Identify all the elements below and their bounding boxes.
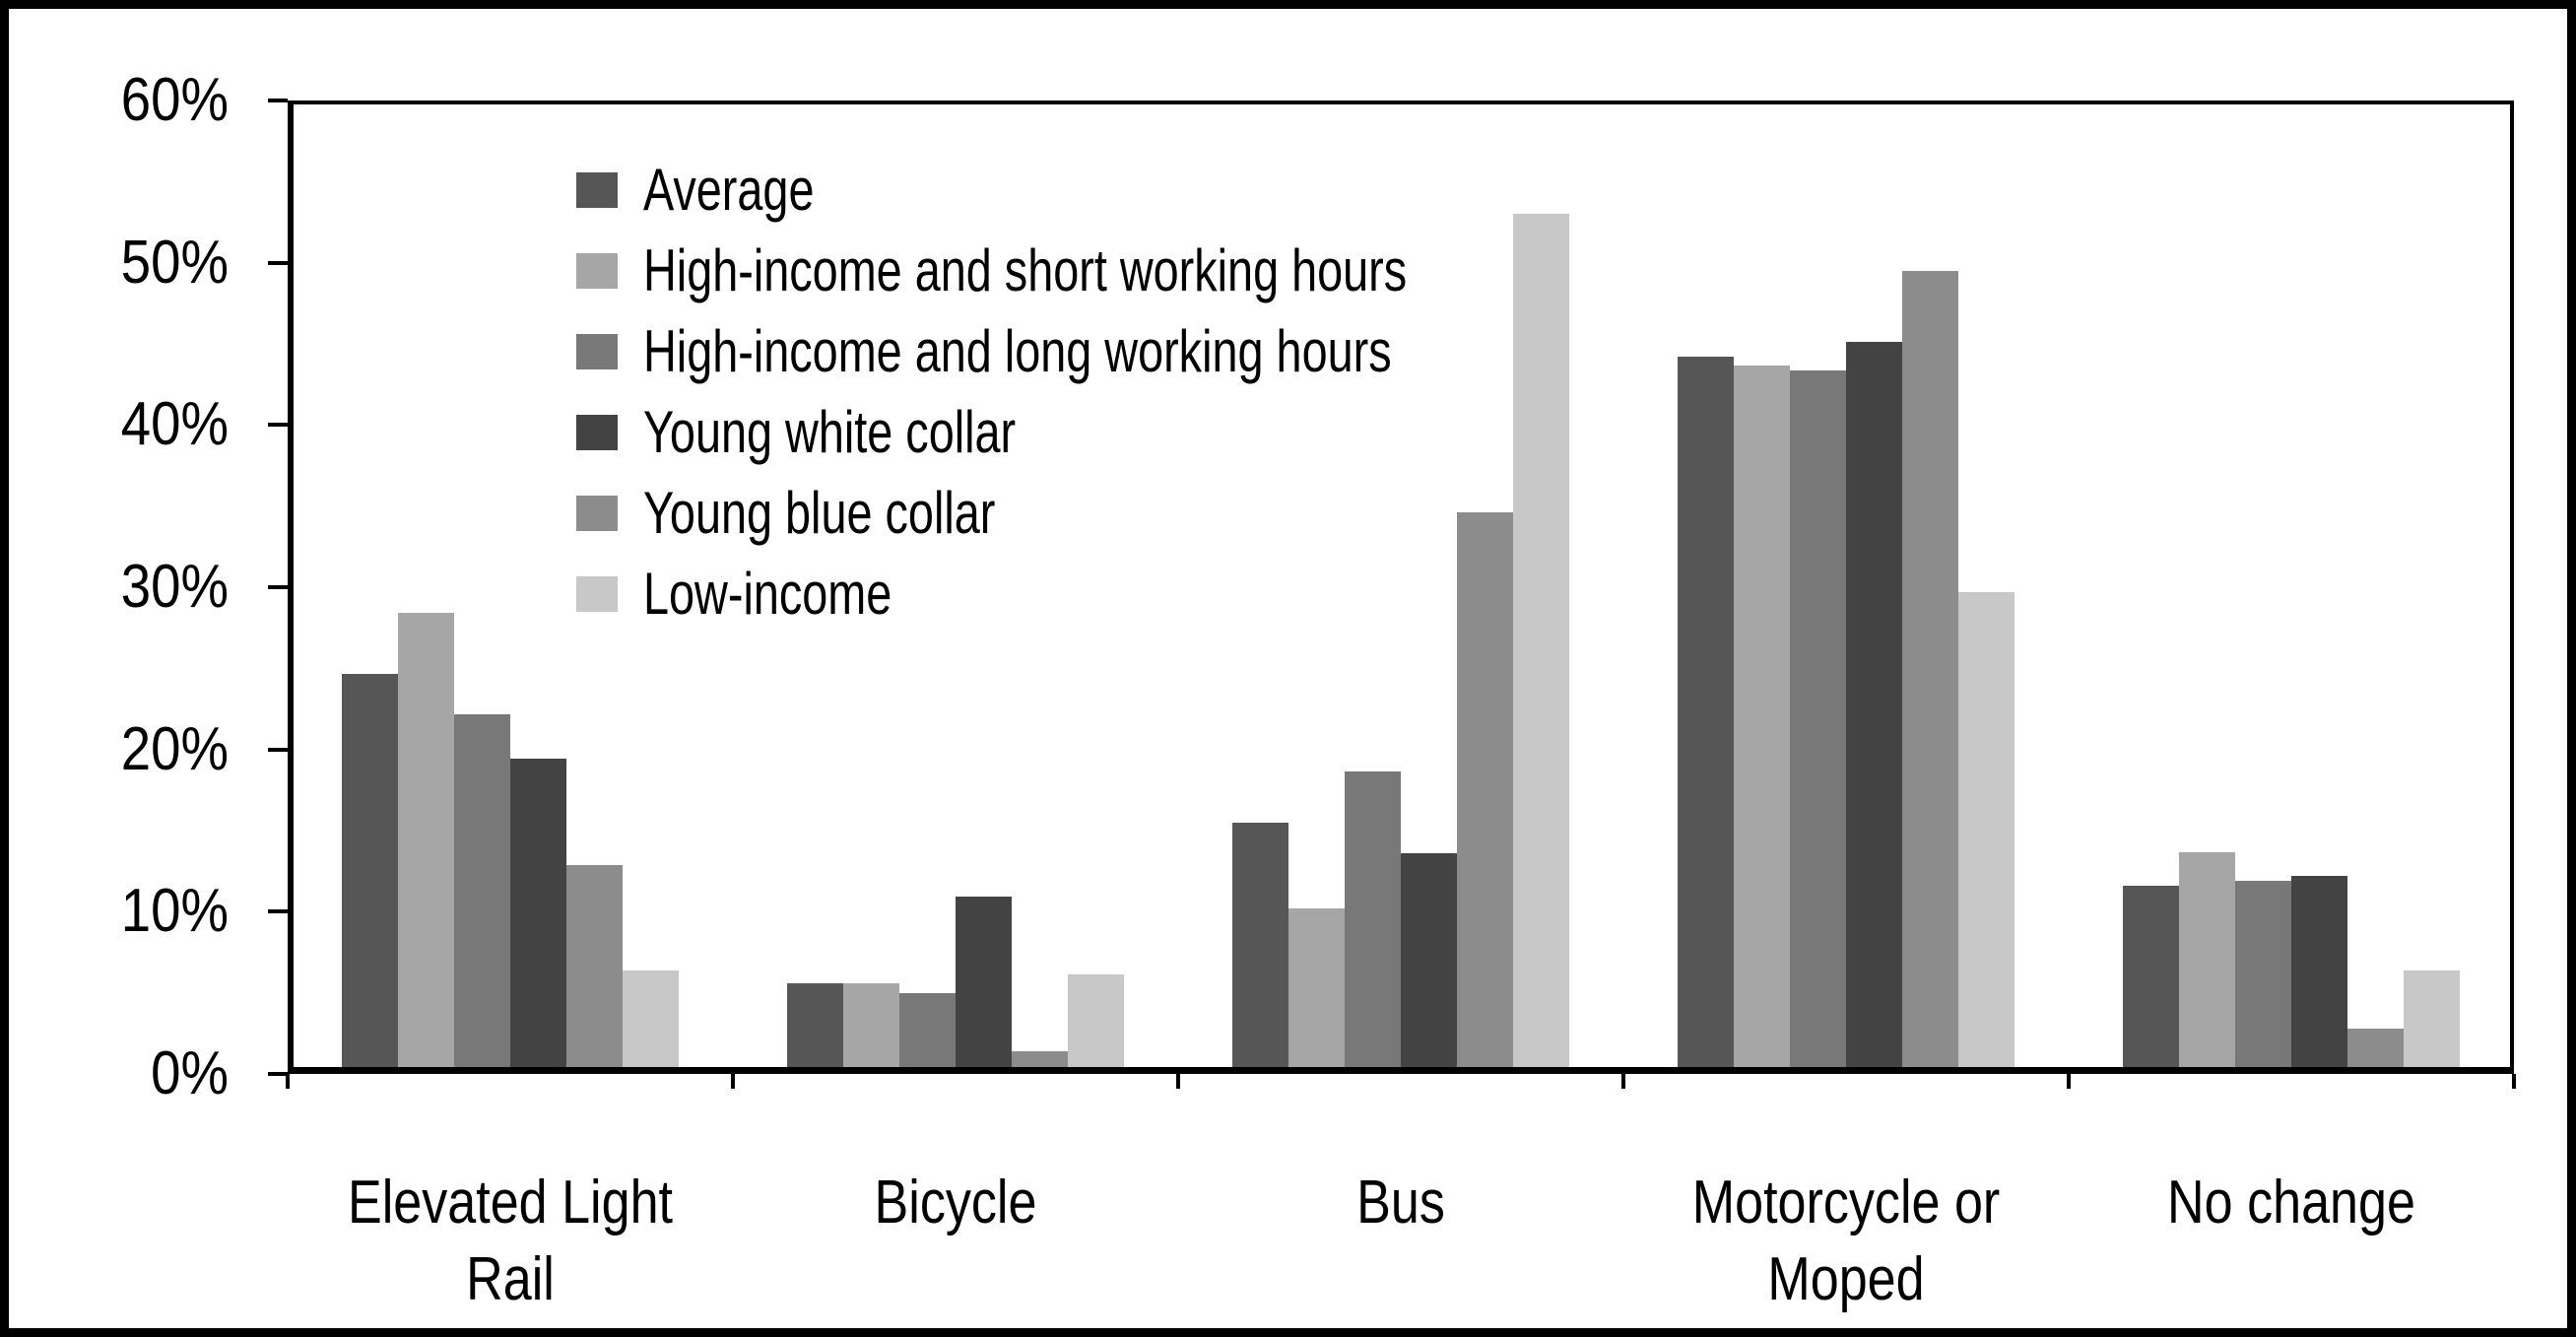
legend-swatch <box>576 415 618 450</box>
bar-young-blue-collar-bus <box>1457 512 1513 1067</box>
legend: Average High-income and short working hou… <box>576 150 1622 635</box>
y-tick-mark <box>268 260 288 265</box>
bar-high-income-and-long-working-hours-no-change <box>2235 881 2291 1067</box>
bar-low-income-elevated-light-rail <box>623 970 679 1067</box>
bar-average-motorcycle-or-moped <box>1678 357 1734 1067</box>
y-tick-label: 10% <box>120 877 229 946</box>
bar-young-white-collar-elevated-light-rail <box>510 759 566 1067</box>
legend-swatch <box>576 334 618 369</box>
plot-area <box>288 100 2514 1074</box>
bar-average-elevated-light-rail <box>342 674 398 1067</box>
bar-low-income-no-change <box>2404 970 2460 1067</box>
legend-swatch <box>576 496 618 531</box>
bar-high-income-and-long-working-hours-motorcycle-or-moped <box>1790 370 1846 1067</box>
legend-label: High-income and long working hours <box>643 318 1392 384</box>
bar-high-income-and-short-working-hours-bus <box>1288 908 1345 1067</box>
y-tick-label: 0% <box>151 1039 229 1107</box>
x-tick-mark <box>286 1074 290 1089</box>
legend-swatch <box>576 253 618 289</box>
x-tick-mark <box>1176 1074 1180 1089</box>
bars-layer <box>294 104 2510 1067</box>
legend-item-low-income: Low-income <box>576 554 1622 635</box>
bar-young-white-collar-bus <box>1401 853 1457 1067</box>
y-tick-mark <box>268 585 288 589</box>
legend-item-high-income-and-long-working-hours: High-income and long working hours <box>576 311 1622 392</box>
legend-item-young-blue-collar: Young blue collar <box>576 473 1622 554</box>
bar-young-blue-collar-no-change <box>2347 1029 2404 1067</box>
legend-label: Low-income <box>643 561 892 627</box>
category-label-elevated-light-rail: Elevated Light Rail <box>323 1165 697 1318</box>
legend-swatch <box>576 172 618 208</box>
legend-item-average: Average <box>576 150 1622 231</box>
bar-young-blue-collar-elevated-light-rail <box>566 865 623 1067</box>
x-tick-mark <box>731 1074 735 1089</box>
category-label-bicycle: Bicycle <box>768 1165 1143 1241</box>
bar-high-income-and-short-working-hours-no-change <box>2179 852 2235 1067</box>
category-label-line: Rail <box>466 1245 555 1313</box>
bar-low-income-motorcycle-or-moped <box>1958 592 2015 1067</box>
y-tick-label: 40% <box>120 390 229 459</box>
bar-young-blue-collar-motorcycle-or-moped <box>1902 271 1958 1067</box>
bar-low-income-bicycle <box>1068 974 1124 1067</box>
bar-young-white-collar-motorcycle-or-moped <box>1846 342 1902 1067</box>
category-label-bus: Bus <box>1214 1165 1588 1241</box>
category-label-line: Bicycle <box>874 1169 1037 1237</box>
bar-high-income-and-long-working-hours-elevated-light-rail <box>454 714 510 1067</box>
bar-young-white-collar-no-change <box>2291 876 2347 1067</box>
legend-label: Young blue collar <box>643 480 996 546</box>
category-label-no-change: No change <box>2104 1165 2478 1241</box>
legend-label: Young white collar <box>643 399 1017 465</box>
y-tick-label: 30% <box>120 553 229 621</box>
bar-high-income-and-short-working-hours-elevated-light-rail <box>398 613 454 1067</box>
bar-young-blue-collar-bicycle <box>1012 1051 1068 1067</box>
category-label-line: Motorcycle or <box>1691 1169 2001 1237</box>
category-label-line: Bus <box>1356 1169 1445 1237</box>
x-tick-mark <box>2512 1074 2516 1089</box>
y-tick-mark <box>268 1072 288 1076</box>
bar-high-income-and-long-working-hours-bicycle <box>899 993 956 1067</box>
category-label-line: Moped <box>1767 1245 1925 1313</box>
x-tick-mark <box>1621 1074 1625 1089</box>
legend-label: High-income and short working hours <box>643 237 1408 303</box>
category-label-line: Elevated Light <box>347 1169 674 1237</box>
bar-low-income-bus <box>1513 214 1569 1067</box>
y-tick-mark <box>268 423 288 428</box>
bar-average-bicycle <box>787 983 843 1067</box>
legend-label: Average <box>643 157 815 223</box>
y-tick-label: 50% <box>120 228 229 297</box>
y-tick-mark <box>268 909 288 914</box>
y-tick-mark <box>268 747 288 752</box>
legend-item-young-white-collar: Young white collar <box>576 392 1622 473</box>
bar-young-white-collar-bicycle <box>956 897 1012 1067</box>
y-tick-label: 60% <box>120 66 229 134</box>
legend-swatch <box>576 576 618 612</box>
bar-average-bus <box>1232 823 1288 1067</box>
bar-average-no-change <box>2123 886 2179 1067</box>
category-label-motorcycle-or-moped: Motorcycle or Moped <box>1659 1165 2033 1318</box>
bar-high-income-and-short-working-hours-bicycle <box>843 983 899 1067</box>
bar-high-income-and-short-working-hours-motorcycle-or-moped <box>1734 366 1790 1067</box>
y-tick-label: 20% <box>120 714 229 783</box>
y-tick-mark <box>268 99 288 102</box>
bar-high-income-and-long-working-hours-bus <box>1345 771 1401 1067</box>
legend-item-high-income-and-short-working-hours: High-income and short working hours <box>576 231 1622 311</box>
category-label-line: No change <box>2167 1169 2415 1237</box>
x-tick-mark <box>2067 1074 2071 1089</box>
